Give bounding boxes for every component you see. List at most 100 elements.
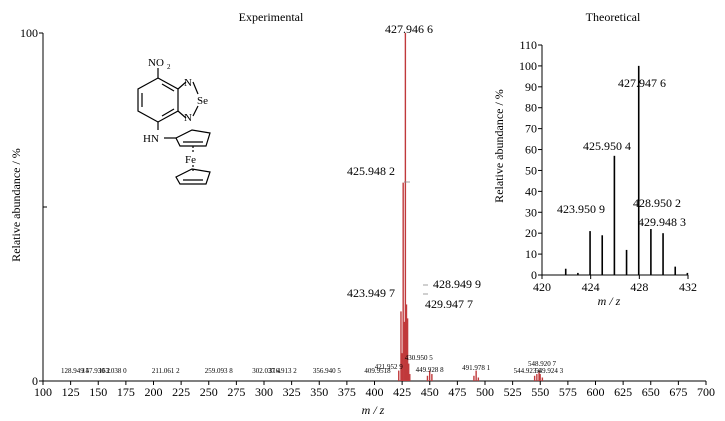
chart-title-experimental: Experimental: [239, 10, 304, 24]
peak-label: 427.946 6: [385, 22, 433, 36]
inset-y-axis-ticks: 0 10 20 30 40 50 60 70 80 90 100 110: [519, 38, 542, 282]
inset-x-axis-label: m / z: [598, 294, 621, 308]
inset-peak-labels: 427.947 6 425.950 4 423.950 9 428.950 2 429.…: [557, 76, 686, 229]
inset-peak-label: 425.950 4: [583, 139, 631, 153]
minor-peak-label: 316.913 2: [269, 367, 298, 375]
x-tick-label: 450: [421, 385, 439, 399]
inset-y-tick-label: 70: [525, 122, 537, 136]
x-tick-label: 250: [200, 385, 218, 399]
x-tick-label: 675: [669, 385, 687, 399]
chemical-structure: [137, 68, 211, 185]
peak-label: 428.949 9: [433, 277, 481, 291]
x-axis-ticks: 100 125 150 175 200 225 250 275 300 325 350 375 400 4…: [34, 381, 715, 399]
theoretical-peaks: [564, 65, 689, 275]
n2-label: N: [184, 112, 192, 124]
x-tick-label: 225: [172, 385, 190, 399]
minor-peak-label: 302.037 4: [252, 367, 281, 375]
inset-peak-label: 427.947 6: [618, 76, 666, 90]
x-tick-label: 425: [393, 385, 411, 399]
minor-peak-label: 211.061 2: [152, 367, 180, 375]
x-tick-label: 500: [476, 385, 494, 399]
peak-label: 425.948 2: [347, 164, 395, 178]
theoretical-chart: 420 424 428 432 0 10 20 30 40 50 60 70 80 90 100 110 4…: [492, 10, 697, 308]
inset-peak-label: 428.950 2: [633, 196, 681, 210]
inset-y-tick-label: 110: [519, 38, 537, 52]
x-tick-label: 100: [34, 385, 52, 399]
inset-y-tick-label: 60: [525, 143, 537, 157]
inset-y-tick-label: 100: [519, 59, 537, 73]
x-tick-label: 300: [255, 385, 273, 399]
minor-peak-label: 356.940 5: [313, 367, 342, 375]
nh-label: HN: [143, 133, 159, 145]
x-tick-label: 275: [227, 385, 245, 399]
inset-y-tick-label: 80: [525, 101, 537, 115]
minor-peak-label: 409.9518: [364, 367, 391, 375]
inset-peak-label: 429.948 3: [638, 215, 686, 229]
inset-x-tick-label: 432: [679, 280, 697, 294]
minor-peak-label: 449.928 8: [416, 366, 445, 374]
chart-title-theoretical: Theoretical: [586, 10, 641, 24]
peak-label: 429.947 7: [425, 297, 473, 311]
inset-y-tick-label: 40: [525, 184, 537, 198]
experimental-peaks: [398, 33, 544, 381]
ring-bond: [192, 105, 199, 117]
minor-peak-label: 128.949 5: [61, 367, 90, 375]
cp-ring-lower: [175, 168, 211, 185]
nitro-label: NO: [148, 57, 164, 69]
inset-y-tick-label: 90: [525, 80, 537, 94]
x-tick-label: 325: [283, 385, 301, 399]
minor-peak-label: 548.920 7: [528, 360, 557, 368]
inset-y-tick-label: 50: [525, 163, 537, 177]
benzene-double-bond: [161, 108, 175, 117]
x-tick-label: 175: [117, 385, 135, 399]
x-tick-label: 350: [310, 385, 328, 399]
n1-label: N: [184, 77, 192, 89]
fe-label: Fe: [185, 154, 196, 166]
inset-y-axis-label: Relative abundance / %: [492, 89, 506, 203]
x-tick-label: 200: [145, 385, 163, 399]
x-tick-label: 575: [559, 385, 577, 399]
cp-ring-upper: [175, 129, 211, 147]
inset-x-tick-label: 420: [533, 280, 551, 294]
x-tick-label: 125: [62, 385, 80, 399]
minor-peak-label: 163.038 0: [99, 367, 128, 375]
benzene-ring: [137, 77, 179, 123]
se-label: Se: [197, 95, 208, 107]
x-tick-label: 700: [697, 385, 715, 399]
peak-label: 423.949 7: [347, 286, 395, 300]
y-tick-label: 100: [20, 26, 38, 40]
x-tick-label: 650: [642, 385, 660, 399]
inset-y-tick-label: 10: [525, 247, 537, 261]
major-peak-labels: 427.946 6 425.948 2 428.949 9 423.949 7 429.…: [347, 22, 481, 311]
x-axis-label: m / z: [362, 403, 385, 417]
inset-y-tick-label: 30: [525, 205, 537, 219]
ring-bond: [177, 110, 187, 119]
y-axis-label: Relative abundance / %: [9, 148, 23, 262]
x-tick-label: 475: [448, 385, 466, 399]
x-tick-label: 150: [89, 385, 107, 399]
structure-labels: NO 2 N N Se HN Fe: [143, 57, 208, 166]
x-tick-label: 625: [614, 385, 632, 399]
ring-bond: [177, 81, 187, 90]
x-tick-label: 550: [531, 385, 549, 399]
x-tick-label: 525: [504, 385, 522, 399]
minor-peak-label: 430.950 5: [405, 354, 434, 362]
nitro-subscript: 2: [167, 63, 171, 71]
minor-peak-label: 549.924 3: [535, 367, 564, 375]
minor-peak-label: 421.952 9: [375, 363, 404, 371]
inset-x-axis-ticks: 420 424 428 432: [533, 275, 697, 294]
minor-peak-label: 259.093 8: [205, 367, 234, 375]
x-tick-label: 400: [366, 385, 384, 399]
inset-peak-label: 423.950 9: [557, 202, 605, 216]
minor-peak-label: 491.978 1: [462, 364, 491, 372]
minor-peak-label: 544.923 6: [514, 367, 543, 375]
inset-x-tick-label: 424: [582, 280, 600, 294]
x-tick-label: 600: [587, 385, 605, 399]
ring-bond: [192, 81, 199, 95]
minor-peak-label: 147.930 2: [82, 367, 111, 375]
experimental-chart: 100 125 150 175 200 225 250 275 300 325 350 375 400 4…: [9, 10, 715, 417]
inset-x-tick-label: 428: [630, 280, 648, 294]
y-tick-label: 0: [32, 374, 38, 388]
